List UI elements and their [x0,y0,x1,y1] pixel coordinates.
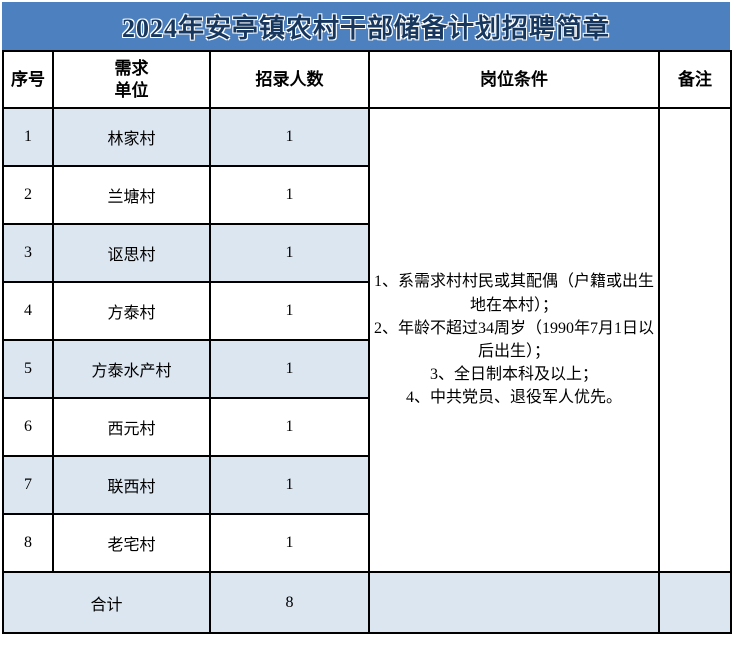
row-count-cell: 1 [209,397,370,457]
table-row: 5 方泰水产村 1 [2,339,731,399]
total-remark-cell [658,571,732,634]
table-row: 3 讴思村 1 [2,223,731,283]
table-row: 1 林家村 1 1、系需求村村民或其配偶（户籍或出生地在本村）； 2、年龄不超过… [2,107,732,573]
table-row: 6 西元村 1 [2,397,731,457]
recruitment-notice-sheet: 2024年安亭镇农村干部储备计划招聘简章 序号 需求 单位 招录人数 岗位条件 备… [2,2,732,634]
header-unit-line2: 单位 [114,80,149,100]
total-conditions-cell [368,571,660,634]
remark-cell [658,107,732,573]
condition-item: 1、系需求村村民或其配偶（户籍或出生地在本村）； [373,273,654,314]
header-conditions: 岗位条件 [368,50,660,109]
row-count-cell: 1 [209,339,370,399]
recruitment-table: 序号 需求 单位 招录人数 岗位条件 备注 1 林家村 1 1、系需求村村民或其配… [2,50,732,634]
condition-item: 3、全日制本科及以上； [429,366,598,384]
total-row: 合计 8 [2,571,732,634]
row-no-cell: 6 [2,397,54,457]
row-unit-cell: 兰塘村 [52,165,211,225]
row-unit-cell: 方泰村 [52,281,211,341]
row-count-cell: 1 [209,223,370,283]
conditions-cell: 1、系需求村村民或其配偶（户籍或出生地在本村）； 2、年龄不超过34周岁（199… [368,107,660,573]
row-no-cell: 3 [2,223,54,283]
header-remark: 备注 [658,50,732,109]
table-row: 2 兰塘村 1 [2,165,731,225]
row-unit-cell: 讴思村 [52,223,211,283]
total-count-cell: 8 [209,571,370,634]
row-no-cell: 4 [2,281,54,341]
row-count-cell: 1 [209,281,370,341]
row-count-cell: 1 [209,513,370,573]
condition-item: 4、中共党员、退役军人优先。 [405,389,622,407]
row-unit-cell: 方泰水产村 [52,339,211,399]
header-unit: 需求 单位 [52,50,211,109]
page-title: 2024年安亭镇农村干部储备计划招聘简章 [121,13,610,43]
row-no-cell: 5 [2,339,54,399]
row-unit-cell: 老宅村 [52,513,211,573]
condition-item: 2、年龄不超过34周岁（1990年7月1日以后出生）； [373,319,654,360]
table-header-row: 序号 需求 单位 招录人数 岗位条件 备注 [2,50,732,109]
table-row: 4 方泰村 1 [2,281,731,341]
header-unit-line1: 需求 [114,59,149,79]
row-unit-cell: 林家村 [52,107,211,167]
row-unit-cell: 西元村 [52,397,211,457]
table-row: 7 联西村 1 [2,455,731,515]
row-no-cell: 2 [2,165,54,225]
row-count-cell: 1 [209,455,370,515]
row-no-cell: 7 [2,455,54,515]
row-no-cell: 1 [2,107,54,167]
header-no: 序号 [2,50,54,109]
row-count-cell: 1 [209,165,370,225]
row-count-cell: 1 [209,107,370,167]
title-bar: 2024年安亭镇农村干部储备计划招聘简章 [2,2,730,50]
row-unit-cell: 联西村 [52,455,211,515]
header-count: 招录人数 [209,50,370,109]
total-label-cell: 合计 [2,571,211,634]
table-row: 8 老宅村 1 [2,513,731,573]
row-no-cell: 8 [2,513,54,573]
